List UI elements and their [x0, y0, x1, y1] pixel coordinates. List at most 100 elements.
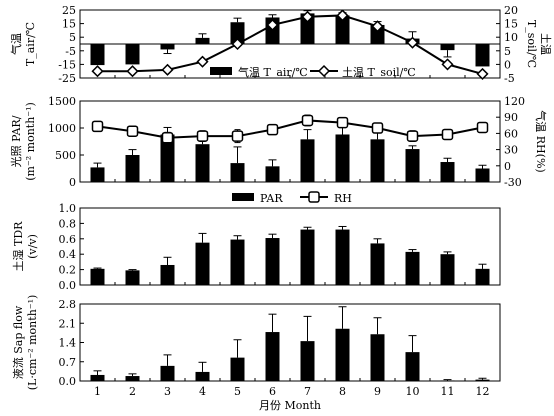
panel-a-point [91, 65, 104, 78]
panel-a-bar [440, 44, 455, 51]
panel-d-bar [370, 334, 385, 381]
panel-c-bar [405, 251, 420, 285]
panel-b-frame [79, 100, 501, 183]
panel-a-bar [475, 44, 490, 67]
panel-a-point [126, 65, 139, 78]
panel-c-bar [475, 268, 490, 285]
legend-par-swatch [232, 193, 254, 201]
panel-b-point [406, 130, 419, 142]
panel-c-bar [335, 229, 350, 285]
x-axis-label: 月份 Month [259, 399, 321, 412]
panel-b-bar [335, 134, 350, 182]
x-tick-label: 12 [476, 385, 490, 398]
x-tick-label: 7 [304, 385, 311, 398]
panel-d-bar [125, 376, 140, 381]
panel-d-bar [90, 374, 105, 381]
panel-a-ytick-label: -25 [58, 72, 76, 85]
panel-c-ytick-label: 0.2 [59, 264, 77, 277]
panel-b-point [196, 130, 209, 142]
panel-c-ytick-label: 0.4 [59, 248, 77, 261]
panel-d-ylabel-left: 液流 Sap flow [11, 305, 25, 379]
panel-a-ytick-label: 25 [62, 4, 76, 17]
panel-a-bar [90, 44, 105, 66]
panel-a-bar [230, 22, 245, 44]
x-tick-label: 11 [441, 385, 455, 398]
panel-a-point [196, 55, 209, 68]
panel-d-bar [300, 341, 315, 381]
panel-a-ylabel-left: T_air/℃ [24, 22, 37, 66]
panel-b-bar [230, 163, 245, 182]
panel-b-point [126, 125, 139, 137]
panel-a-point [301, 10, 314, 23]
panel-a-point [406, 36, 419, 49]
panel-a-ytick-right-label: 5 [504, 45, 511, 58]
panel-b-bar [300, 139, 315, 182]
panel-b-point [301, 114, 314, 127]
panel-c-ylabel-left: (v/v) [26, 234, 39, 259]
panel-a-ylabel-right: 土温 [539, 33, 552, 55]
panel-b-bar [440, 162, 455, 182]
panel-c-bar [265, 238, 280, 285]
panel-b-point [266, 123, 279, 136]
panel-a-point [266, 18, 279, 32]
x-tick-label: 8 [339, 385, 346, 398]
panel-a-ytick-label: 5 [69, 31, 76, 44]
panel-a-point [476, 67, 489, 80]
panel-d-frame [79, 303, 501, 382]
panel-d-ylabel-left: (L·cm⁻² month⁻¹) [26, 295, 39, 391]
panel-a-point [336, 9, 349, 22]
panel-b-point [91, 120, 104, 133]
panel-a-bar [300, 13, 315, 44]
panel-a-ytick-label: 15 [62, 18, 76, 31]
panel-c-ylabel-left: 土湿 TDR [12, 221, 25, 272]
panel-a-point [371, 20, 384, 33]
panel-a-bar [160, 44, 175, 50]
panel-b-ytick-right-label: 90 [504, 111, 518, 124]
panel-b-ytick-right-label: 60 [504, 127, 518, 140]
panel-b-ytick-label: 500 [55, 149, 76, 162]
panel-b-ylabel-left: (m⁻² month⁻¹) [24, 102, 37, 181]
panel-b-ytick-label: 1000 [48, 122, 76, 135]
legend-air-temp-swatch [210, 67, 232, 75]
panel-a-ytick-label: -5 [65, 45, 76, 58]
panel-b-bar [90, 167, 105, 182]
panel-c-bar [90, 268, 105, 285]
panel-b-ytick-label: 0 [69, 176, 76, 189]
x-tick-label: 3 [164, 385, 171, 398]
panel-a-ytick-label: -15 [58, 58, 76, 71]
panel-b-bar [125, 155, 140, 182]
panel-d-bar [475, 379, 490, 381]
panel-d-bar [160, 365, 175, 381]
legend-par-label: PAR [260, 192, 283, 205]
panel-b-ylabel-left: 光照 PAR/ [9, 115, 23, 167]
panel-b-line [97, 119, 483, 139]
panel-a-ytick-right-label: -5 [504, 72, 515, 85]
panel-a-bar [195, 37, 210, 44]
panel-b-bar [265, 166, 280, 182]
panel-a-ytick-right-label: 10 [504, 31, 518, 44]
panel-b-point [336, 116, 349, 129]
panel-b-bar [475, 168, 490, 182]
x-tick-label: 1 [94, 385, 101, 398]
panel-c-ytick-label: 1.0 [59, 202, 77, 215]
legend-rh-marker [308, 191, 320, 203]
legend-soil-temp-label: 土温 T_soil/℃ [342, 66, 416, 79]
panel-c-frame [79, 207, 501, 286]
panel-d-bar [440, 380, 455, 381]
panel-b-bar [160, 134, 175, 182]
legend-rh-label: RH [334, 192, 352, 205]
panel-a-ylabel-right: T_soil/℃ [525, 20, 538, 68]
panel-a-point [441, 58, 454, 71]
panel-c-bar [160, 264, 175, 285]
panel-b-bar [370, 139, 385, 182]
panel-c-ytick-label: 0.6 [59, 233, 77, 246]
x-tick-label: 6 [269, 385, 276, 398]
panel-d-bar [335, 328, 350, 381]
panel-d-ytick-label: 2.1 [59, 317, 77, 330]
legend-air-temp-label: 气温 T_air/℃ [238, 65, 308, 79]
panel-b-ylabel-right: 气温 RH(%) [534, 110, 548, 172]
panel-a-ytick-right-label: 15 [504, 18, 518, 31]
panel-c-bar [370, 243, 385, 285]
panel-d-bar [195, 371, 210, 381]
panel-b-ytick-right-label: 120 [504, 95, 525, 108]
